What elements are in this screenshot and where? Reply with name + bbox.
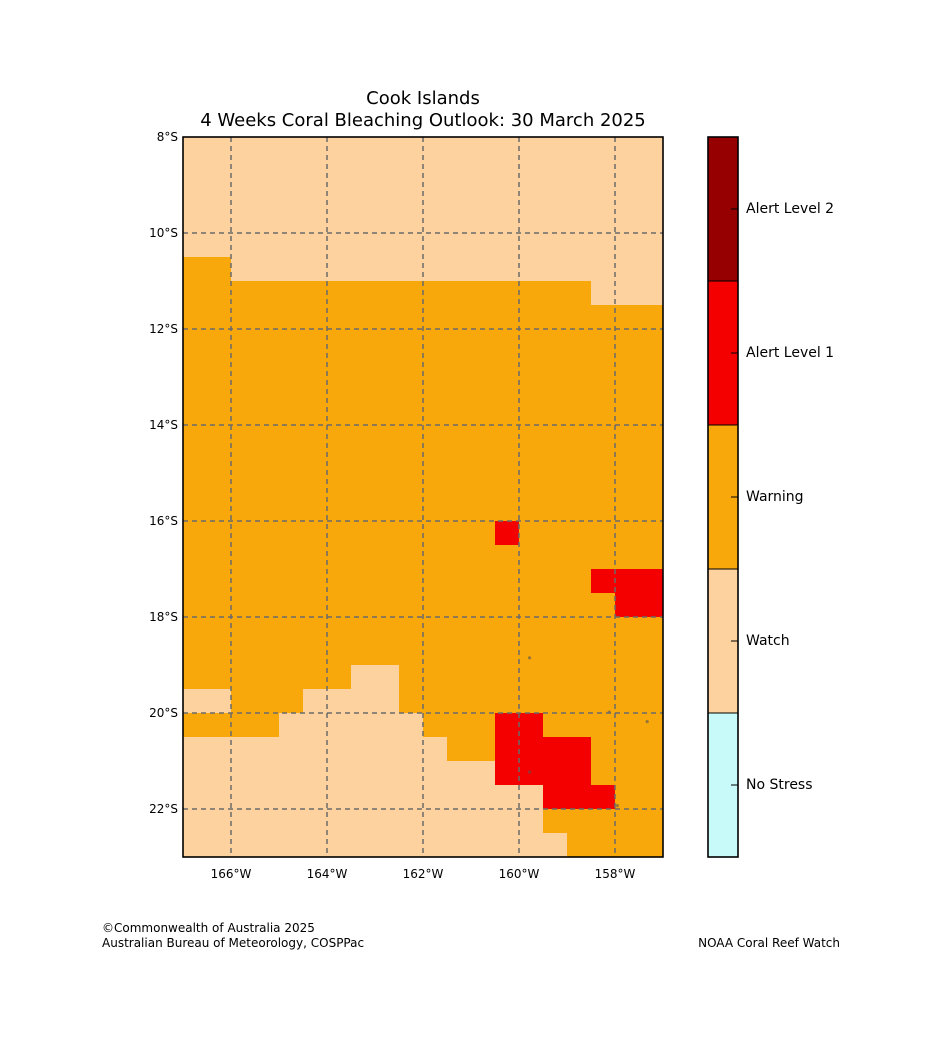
latitude-tick-label: 8°S xyxy=(156,130,178,144)
map-title: Cook Islands xyxy=(366,88,480,109)
colorbar-label: Alert Level 1 xyxy=(746,345,835,361)
map-cell-alert-level-1 xyxy=(615,593,663,617)
island-marker xyxy=(527,656,532,660)
longitude-tick-label: 166°W xyxy=(210,867,252,881)
longitude-tick-label: 164°W xyxy=(306,867,348,881)
map-cell-alert-level-1 xyxy=(591,569,663,593)
latitude-tick-label: 14°S xyxy=(149,418,178,432)
colorbar-frame xyxy=(707,136,739,858)
latitude-tick-label: 10°S xyxy=(149,226,178,240)
latitude-tick-label: 16°S xyxy=(149,514,178,528)
colorbar-label: Warning xyxy=(746,489,804,505)
map-frame xyxy=(182,136,664,858)
map-cell-warning xyxy=(567,833,663,857)
map-cell-alert-level-1 xyxy=(495,521,519,545)
colorbar-label: Watch xyxy=(746,633,790,649)
latitude-tick-label: 22°S xyxy=(149,802,178,816)
map-subtitle: 4 Weeks Coral Bleaching Outlook: 30 Marc… xyxy=(200,110,646,131)
longitude-tick-label: 160°W xyxy=(498,867,540,881)
copyright-credit: ©Commonwealth of Australia 2025 xyxy=(102,921,315,935)
map-cell-watch xyxy=(183,137,231,257)
latitude-tick-label: 12°S xyxy=(149,322,178,336)
island-marker xyxy=(645,720,649,724)
agency-credit: Australian Bureau of Meteorology, COSPPa… xyxy=(102,936,365,950)
map-cell-watch xyxy=(591,137,663,305)
map-cell-warning xyxy=(543,809,663,833)
island-marker xyxy=(527,770,532,774)
map-cell-watch xyxy=(351,665,399,689)
map-cell-watch xyxy=(231,137,591,281)
latitude-tick-label: 18°S xyxy=(149,610,178,624)
map-cell-watch xyxy=(399,713,423,737)
map-cell-watch xyxy=(183,689,231,713)
map-cell-alert-level-1 xyxy=(591,785,615,809)
colorbar-label: Alert Level 2 xyxy=(746,201,835,217)
map-cell-alert-level-1 xyxy=(543,737,591,809)
longitude-tick-label: 162°W xyxy=(402,867,444,881)
noaa-credit: NOAA Coral Reef Watch xyxy=(698,936,840,950)
longitude-tick-label: 158°W xyxy=(594,867,636,881)
map-cell-watch xyxy=(279,713,303,737)
island-marker xyxy=(615,804,620,808)
latitude-tick-label: 20°S xyxy=(149,706,178,720)
colorbar-label: No Stress xyxy=(746,777,813,793)
